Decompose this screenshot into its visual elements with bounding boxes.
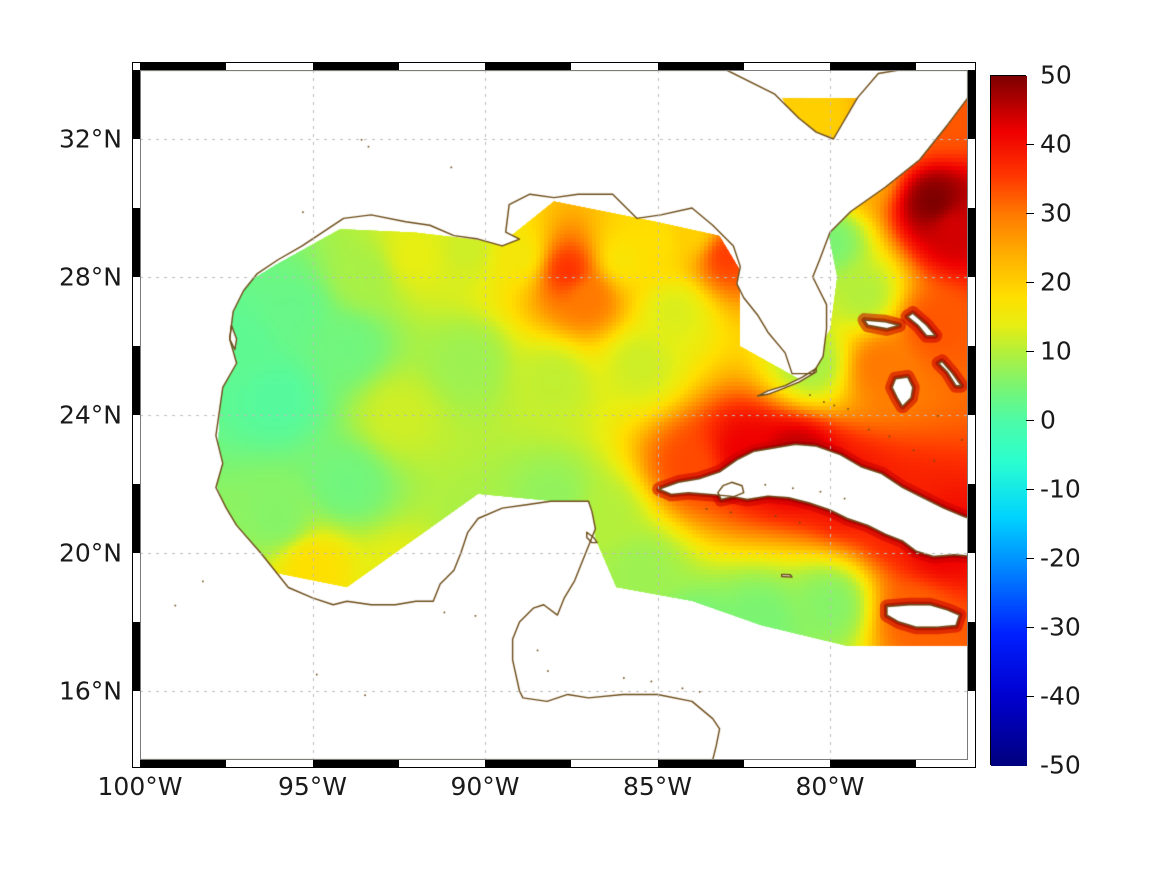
colorbar-tick-label: -50 xyxy=(1040,750,1081,780)
frame-segment xyxy=(312,62,399,70)
frame-segment xyxy=(968,691,976,760)
y-tick-label: 24°N xyxy=(58,400,122,430)
colorbar-gradient xyxy=(991,76,1027,766)
frame-segment xyxy=(312,760,399,768)
frame-segment xyxy=(968,62,976,70)
map-canvas-container xyxy=(140,70,968,760)
frame-segment xyxy=(968,208,976,277)
frame-segment xyxy=(968,622,976,691)
graticule-gridlines xyxy=(140,70,968,760)
colorbar-tick-label: -40 xyxy=(1040,681,1081,711)
frame-segment xyxy=(398,760,485,768)
colorbar-tick xyxy=(1026,696,1034,697)
frame-segment xyxy=(485,62,572,70)
frame-segment xyxy=(968,415,976,484)
colorbar-tick xyxy=(1026,213,1034,214)
frame-segment xyxy=(226,760,313,768)
frame-segment xyxy=(132,346,140,415)
y-tick-label: 32°N xyxy=(58,124,122,154)
frame-segment xyxy=(132,415,140,484)
colorbar-tick xyxy=(1026,558,1034,559)
colorbar-tick-label: 50 xyxy=(1040,60,1072,90)
x-tick-label: 90°W xyxy=(450,772,520,801)
frame-segment xyxy=(968,70,976,139)
frame-segment xyxy=(132,277,140,346)
x-tick-label: 80°W xyxy=(795,772,865,801)
colorbar-tick-label: -10 xyxy=(1040,474,1081,504)
frame-segment xyxy=(830,62,917,70)
frame-segment xyxy=(132,70,140,139)
colorbar-tick-label: 30 xyxy=(1040,198,1072,228)
frame-segment xyxy=(571,62,658,70)
colorbar-tick xyxy=(1026,627,1034,628)
frame-segment xyxy=(132,484,140,553)
colorbar-tick-label: 40 xyxy=(1040,129,1072,159)
frame-segment xyxy=(968,277,976,346)
x-tick-label: 95°W xyxy=(277,772,348,801)
frame-segment xyxy=(968,760,976,768)
frame-segment xyxy=(968,484,976,553)
colorbar-tick-label: -20 xyxy=(1040,543,1081,573)
frame-segment xyxy=(657,760,744,768)
colorbar-box xyxy=(990,75,1027,766)
y-tick-label: 20°N xyxy=(58,538,122,568)
frame-segment xyxy=(132,62,140,70)
colorbar-tick xyxy=(1026,420,1034,421)
colorbar-tick xyxy=(1026,282,1034,283)
colorbar-tick-label: 10 xyxy=(1040,336,1072,366)
frame-segment xyxy=(132,553,140,622)
map-plot-area[interactable] xyxy=(140,70,968,760)
frame-segment xyxy=(657,62,744,70)
colorbar-tick xyxy=(1026,144,1034,145)
colorbar-tick xyxy=(1026,351,1034,352)
colorbar-tick-label: -30 xyxy=(1040,612,1081,642)
frame-segment xyxy=(485,760,572,768)
colorbar-tick-label: 0 xyxy=(1040,405,1056,435)
frame-segment xyxy=(140,62,227,70)
frame-segment xyxy=(132,622,140,691)
frame-segment xyxy=(916,760,968,768)
frame-segment xyxy=(968,346,976,415)
colorbar-tick xyxy=(1026,489,1034,490)
frame-segment xyxy=(968,553,976,622)
colorbar[interactable]: 50 40 30 20 10 0 -10 -20 -30 -40 -50 xyxy=(990,61,1081,780)
frame-segment xyxy=(968,139,976,208)
frame-segment xyxy=(571,760,658,768)
frame-segment xyxy=(132,139,140,208)
x-tick-label: 100°W xyxy=(97,772,183,801)
frame-segment xyxy=(398,62,485,70)
frame-segment xyxy=(140,760,227,768)
frame-segment xyxy=(132,208,140,277)
frame-segment xyxy=(916,62,968,70)
frame-segment xyxy=(226,62,313,70)
frame-segment xyxy=(132,691,140,760)
frame-segment xyxy=(132,760,140,768)
colorbar-tick-label: 20 xyxy=(1040,267,1072,297)
y-tick-label: 16°N xyxy=(58,676,122,706)
y-tick-label: 28°N xyxy=(58,262,122,292)
x-tick-label: 85°W xyxy=(622,772,693,801)
frame-segment xyxy=(743,62,830,70)
frame-segment xyxy=(830,760,917,768)
frame-segment xyxy=(743,760,830,768)
